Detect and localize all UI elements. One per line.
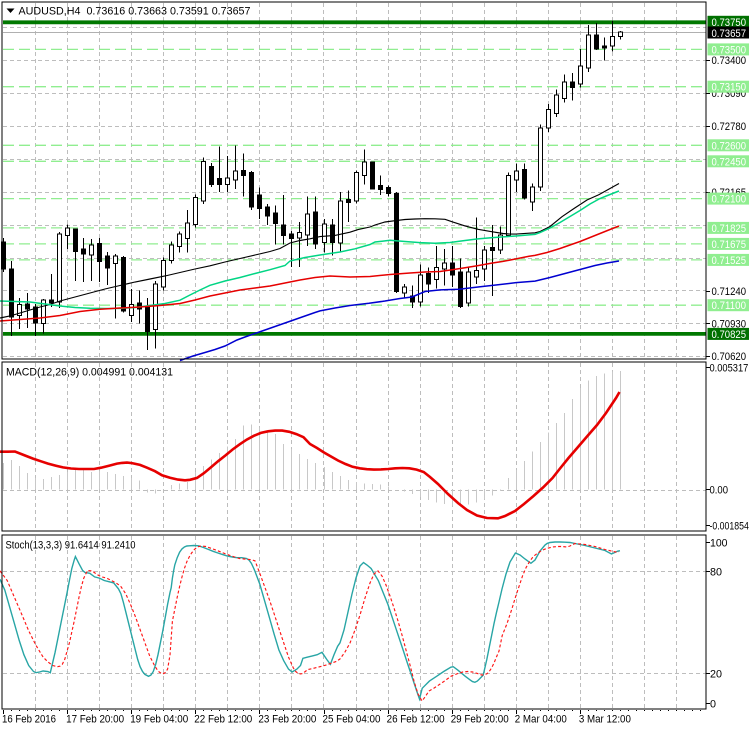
svg-text:0.71675: 0.71675 <box>712 239 747 251</box>
svg-text:0.71825: 0.71825 <box>712 223 747 235</box>
svg-text:0.71100: 0.71100 <box>712 300 747 312</box>
svg-text:23 Feb 20:00: 23 Feb 20:00 <box>258 714 316 726</box>
svg-text:0.70620: 0.70620 <box>712 351 747 363</box>
svg-text:-0.001854: -0.001854 <box>710 520 749 532</box>
svg-text:80: 80 <box>710 566 722 578</box>
svg-text:0.71525: 0.71525 <box>712 255 747 267</box>
svg-text:26 Feb 12:00: 26 Feb 12:00 <box>387 714 445 726</box>
svg-text:2 Mar 04:00: 2 Mar 04:00 <box>515 714 567 726</box>
svg-text:0.73150: 0.73150 <box>712 82 747 94</box>
svg-text:16 Feb 2016: 16 Feb 2016 <box>2 714 56 726</box>
svg-text:0.71240: 0.71240 <box>712 286 747 298</box>
svg-text:AUDUSD,H4 0.73616 0.73663 0.7: AUDUSD,H4 0.73616 0.73663 0.73591 0.7365… <box>19 6 251 18</box>
svg-text:0.72450: 0.72450 <box>712 156 747 168</box>
svg-text:0.73500: 0.73500 <box>712 44 747 56</box>
svg-text:0.72780: 0.72780 <box>712 121 747 133</box>
svg-text:20: 20 <box>710 668 722 680</box>
svg-text:Stoch(13,3,3) 91.6414 91.2410: Stoch(13,3,3) 91.6414 91.2410 <box>6 540 136 552</box>
svg-text:3 Mar 12:00: 3 Mar 12:00 <box>579 714 631 726</box>
svg-text:0.72600: 0.72600 <box>712 140 747 152</box>
svg-text:0.73657: 0.73657 <box>712 28 747 40</box>
svg-text:100: 100 <box>710 537 728 549</box>
svg-text:22 Feb 12:00: 22 Feb 12:00 <box>194 714 252 726</box>
svg-text:0.73400: 0.73400 <box>712 55 747 67</box>
svg-text:0.73750: 0.73750 <box>712 17 747 29</box>
svg-text:0.72100: 0.72100 <box>712 194 747 206</box>
svg-text:25 Feb 04:00: 25 Feb 04:00 <box>323 714 381 726</box>
svg-text:0: 0 <box>710 698 716 710</box>
svg-text:0.005317: 0.005317 <box>710 363 749 375</box>
svg-text:0.70930: 0.70930 <box>712 318 747 330</box>
svg-text:MACD(12,26,9) 0.004991 0.00413: MACD(12,26,9) 0.004991 0.004131 <box>6 367 173 379</box>
svg-text:29 Feb 20:00: 29 Feb 20:00 <box>451 714 509 726</box>
svg-text:0.70825: 0.70825 <box>712 329 747 341</box>
svg-text:19 Feb 04:00: 19 Feb 04:00 <box>130 714 188 726</box>
svg-text:17 Feb 20:00: 17 Feb 20:00 <box>66 714 124 726</box>
svg-text:0.00: 0.00 <box>710 485 729 497</box>
